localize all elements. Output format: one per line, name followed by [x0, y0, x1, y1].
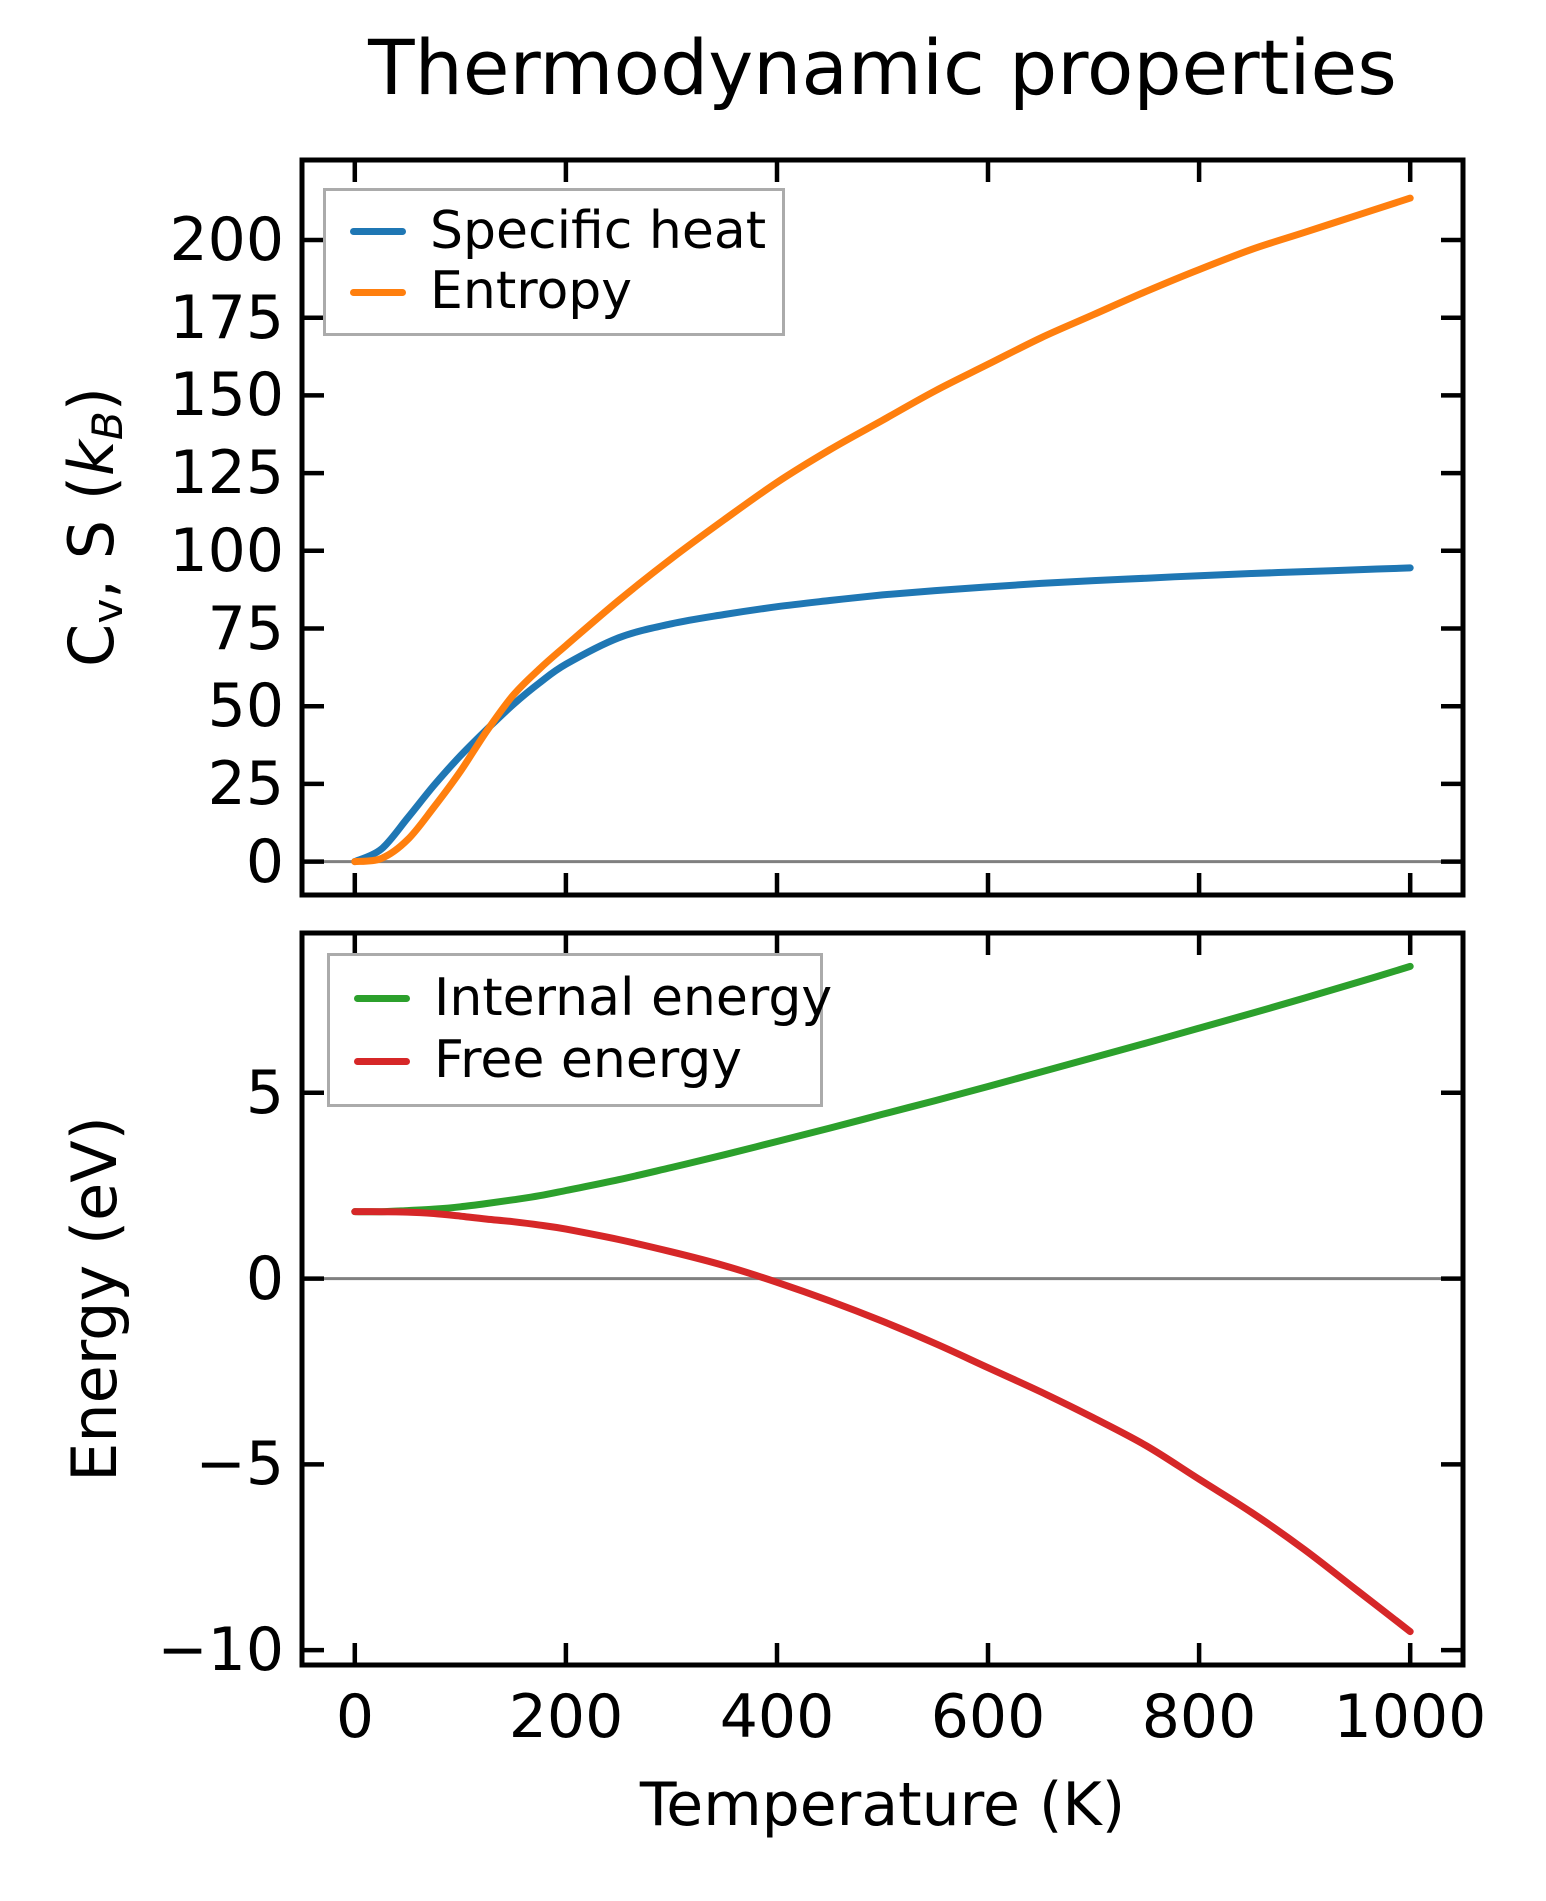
legend-top: Specific heat Entropy	[323, 188, 785, 336]
axes-spines	[299, 930, 1466, 1668]
legend-bottom: Internal energy Free energy	[327, 953, 832, 1107]
curve-specific-heat	[351, 564, 1414, 866]
y-tick-label: 25	[207, 749, 284, 819]
axes-spines	[299, 157, 1466, 898]
y-tick-label: 200	[169, 205, 284, 275]
curve-free-energy	[351, 1208, 1414, 1636]
x-tick-label: 0	[335, 1682, 375, 1752]
legend-line-swatch	[350, 228, 406, 236]
y-tick-label: 75	[207, 594, 284, 664]
legend-line-swatch	[354, 995, 410, 1003]
top-plot-area	[299, 157, 1466, 898]
legend-label: Free energy	[434, 1030, 743, 1091]
y-tick-label: 175	[169, 283, 284, 353]
x-tick-label: 600	[930, 1682, 1046, 1752]
y-tick-label: 125	[169, 438, 284, 508]
legend-line-swatch	[350, 288, 406, 296]
curve-entropy	[351, 194, 1414, 866]
y-tick-label: 100	[169, 516, 284, 586]
bottom-plot-area	[299, 930, 1466, 1668]
figure-title: Thermodynamic properties	[368, 23, 1397, 112]
legend-label: Specific heat	[430, 200, 767, 261]
legend-item-specific-heat: Specific heat	[350, 201, 766, 262]
x-tick-label: 800	[1141, 1682, 1257, 1752]
x-tick-label: 400	[719, 1682, 835, 1752]
y-tick-label: 50	[207, 671, 284, 741]
curve-internal-energy	[351, 962, 1414, 1216]
y-tick-label: 150	[169, 360, 284, 430]
y-tick-label: −5	[195, 1429, 284, 1499]
y-tick-label: −10	[157, 1615, 284, 1685]
y-tick-label: 0	[245, 827, 284, 897]
legend-item-entropy: Entropy	[350, 262, 758, 322]
legend-line-swatch	[354, 1057, 410, 1065]
x-tick-label: 200	[508, 1682, 624, 1752]
x-axis-label: Temperature (K)	[639, 1770, 1126, 1840]
legend-item-free-energy: Free energy	[354, 1031, 796, 1091]
y-tick-label: 5	[245, 1058, 284, 1128]
x-tick-label: 1000	[1333, 1682, 1487, 1752]
legend-label: Entropy	[430, 261, 633, 322]
legend-label: Internal energy	[434, 967, 833, 1028]
y-tick-label: 0	[245, 1244, 284, 1314]
legend-item-internal-energy: Internal energy	[354, 968, 832, 1029]
